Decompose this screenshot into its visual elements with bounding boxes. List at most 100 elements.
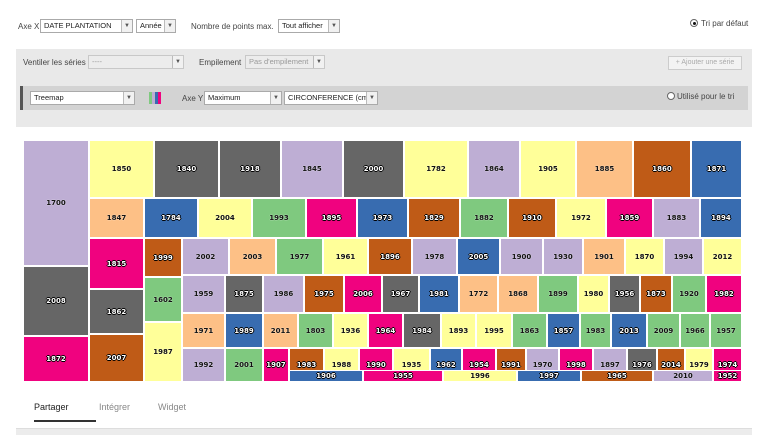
treemap-cell[interactable]: 2010: [653, 370, 713, 382]
treemap-cell[interactable]: 2003: [229, 238, 276, 275]
treemap-cell[interactable]: 1907: [263, 348, 289, 382]
treemap-cell[interactable]: 2005: [457, 238, 500, 275]
chart-type-select[interactable]: Treemap ▼: [30, 91, 135, 105]
treemap-cell[interactable]: 1900: [500, 238, 543, 275]
treemap-cell[interactable]: 1971: [182, 313, 225, 348]
treemap-cell[interactable]: 1981: [419, 275, 459, 313]
treemap-cell[interactable]: 1952: [713, 370, 742, 382]
treemap-cell[interactable]: 1975: [304, 275, 344, 313]
treemap-cell[interactable]: 1857: [547, 313, 580, 348]
color-swatch-green[interactable]: [149, 92, 152, 104]
tab-integrer[interactable]: Intégrer: [99, 402, 131, 412]
treemap-cell[interactable]: 1882: [460, 198, 508, 238]
treemap-cell[interactable]: 1918: [219, 140, 281, 198]
tab-widget[interactable]: Widget: [158, 402, 187, 412]
treemap-cell[interactable]: 1989: [225, 313, 263, 348]
treemap-cell[interactable]: 2012: [703, 238, 742, 275]
treemap-cell[interactable]: 1967: [382, 275, 419, 313]
color-swatch-magenta[interactable]: [158, 92, 161, 104]
treemap-cell[interactable]: 1829: [408, 198, 460, 238]
treemap-cell[interactable]: 1930: [543, 238, 583, 275]
treemap-cell[interactable]: 1956: [609, 275, 640, 313]
treemap-cell[interactable]: 1994: [664, 238, 703, 275]
treemap-cell[interactable]: 2000: [343, 140, 404, 198]
treemap-cell[interactable]: 1901: [583, 238, 625, 275]
tab-partager[interactable]: Partager: [34, 402, 69, 412]
treemap-cell[interactable]: 1955: [363, 370, 443, 382]
treemap-cell[interactable]: 2007: [89, 334, 144, 382]
treemap-cell[interactable]: 1992: [182, 348, 225, 382]
treemap-cell[interactable]: 1965: [581, 370, 653, 382]
treemap-cell[interactable]: 1700: [23, 140, 89, 266]
treemap-cell[interactable]: 1859: [606, 198, 653, 238]
treemap-cell[interactable]: 1850: [89, 140, 154, 198]
treemap-cell[interactable]: 1920: [672, 275, 706, 313]
split-series-select[interactable]: ---- ▼: [88, 55, 184, 69]
treemap-cell[interactable]: 1996: [443, 370, 517, 382]
treemap-cell[interactable]: 1894: [700, 198, 742, 238]
treemap-cell[interactable]: 1980: [578, 275, 609, 313]
aggregation-select[interactable]: Maximum ▼: [204, 91, 282, 105]
treemap-cell[interactable]: 1870: [625, 238, 664, 275]
treemap-cell[interactable]: 1973: [357, 198, 408, 238]
treemap-cell[interactable]: 2011: [263, 313, 298, 348]
treemap-cell[interactable]: 1993: [252, 198, 306, 238]
axis-x-unit-select[interactable]: Année ▼: [136, 19, 176, 33]
treemap-cell[interactable]: 1847: [89, 198, 144, 238]
max-points-select[interactable]: Tout afficher ▼: [278, 19, 340, 33]
treemap-cell[interactable]: 1984: [403, 313, 441, 348]
treemap-cell[interactable]: 1784: [144, 198, 198, 238]
treemap-cell[interactable]: 1868: [498, 275, 538, 313]
color-swatch-blue[interactable]: [155, 92, 158, 104]
treemap-cell[interactable]: 2004: [198, 198, 252, 238]
treemap-cell[interactable]: 2002: [182, 238, 229, 275]
treemap-cell[interactable]: 1840: [154, 140, 219, 198]
treemap-cell[interactable]: 1772: [459, 275, 498, 313]
treemap-cell[interactable]: 2009: [647, 313, 680, 348]
treemap-cell[interactable]: 1863: [512, 313, 547, 348]
treemap-cell[interactable]: 1964: [368, 313, 403, 348]
treemap-cell[interactable]: 1972: [556, 198, 606, 238]
color-swatch-lavender[interactable]: [152, 92, 155, 104]
treemap-cell[interactable]: 1905: [520, 140, 576, 198]
treemap-cell[interactable]: 1957: [710, 313, 742, 348]
treemap-cell[interactable]: 1910: [508, 198, 556, 238]
treemap-cell[interactable]: 1966: [680, 313, 710, 348]
treemap-cell[interactable]: 1872: [23, 336, 89, 382]
treemap-cell[interactable]: 1893: [441, 313, 476, 348]
treemap-cell[interactable]: 1936: [333, 313, 368, 348]
treemap-cell[interactable]: 1864: [468, 140, 520, 198]
treemap-cell[interactable]: 1995: [476, 313, 512, 348]
treemap-cell[interactable]: 1871: [691, 140, 742, 198]
axis-x-select[interactable]: DATE PLANTATION ▼: [40, 19, 133, 33]
treemap-cell[interactable]: 1899: [538, 275, 578, 313]
treemap-cell[interactable]: 1983: [580, 313, 611, 348]
y-field-select[interactable]: CIRCONFERENCE (cm) ▼: [284, 91, 378, 105]
treemap-cell[interactable]: 1906: [289, 370, 363, 382]
treemap-cell[interactable]: 2013: [611, 313, 647, 348]
default-sort-radio[interactable]: [690, 19, 698, 27]
treemap-cell[interactable]: 1895: [306, 198, 357, 238]
treemap-cell[interactable]: 1978: [412, 238, 457, 275]
treemap-cell[interactable]: 1961: [323, 238, 368, 275]
treemap-cell[interactable]: 1782: [404, 140, 468, 198]
treemap-cell[interactable]: 1862: [89, 289, 144, 334]
treemap-cell[interactable]: 1997: [517, 370, 581, 382]
treemap-cell[interactable]: 1982: [706, 275, 742, 313]
treemap-cell[interactable]: 1845: [281, 140, 343, 198]
treemap-cell[interactable]: 1999: [144, 238, 182, 277]
treemap-cell[interactable]: 1873: [640, 275, 672, 313]
treemap-cell[interactable]: 1885: [576, 140, 633, 198]
treemap-cell[interactable]: 1986: [263, 275, 304, 313]
treemap-cell[interactable]: 1803: [298, 313, 333, 348]
treemap-cell[interactable]: 1896: [368, 238, 412, 275]
treemap-cell[interactable]: 1959: [182, 275, 225, 313]
add-series-button[interactable]: + Ajouter une série: [668, 56, 742, 70]
treemap-cell[interactable]: 1815: [89, 238, 144, 289]
treemap-cell[interactable]: 2006: [344, 275, 382, 313]
use-for-sort-radio[interactable]: [667, 92, 675, 100]
treemap-cell[interactable]: 2008: [23, 266, 89, 336]
stacking-select[interactable]: Pas d'empilement ▼: [245, 55, 325, 69]
treemap-cell[interactable]: 1602: [144, 277, 182, 322]
treemap-cell[interactable]: 1987: [144, 322, 182, 382]
